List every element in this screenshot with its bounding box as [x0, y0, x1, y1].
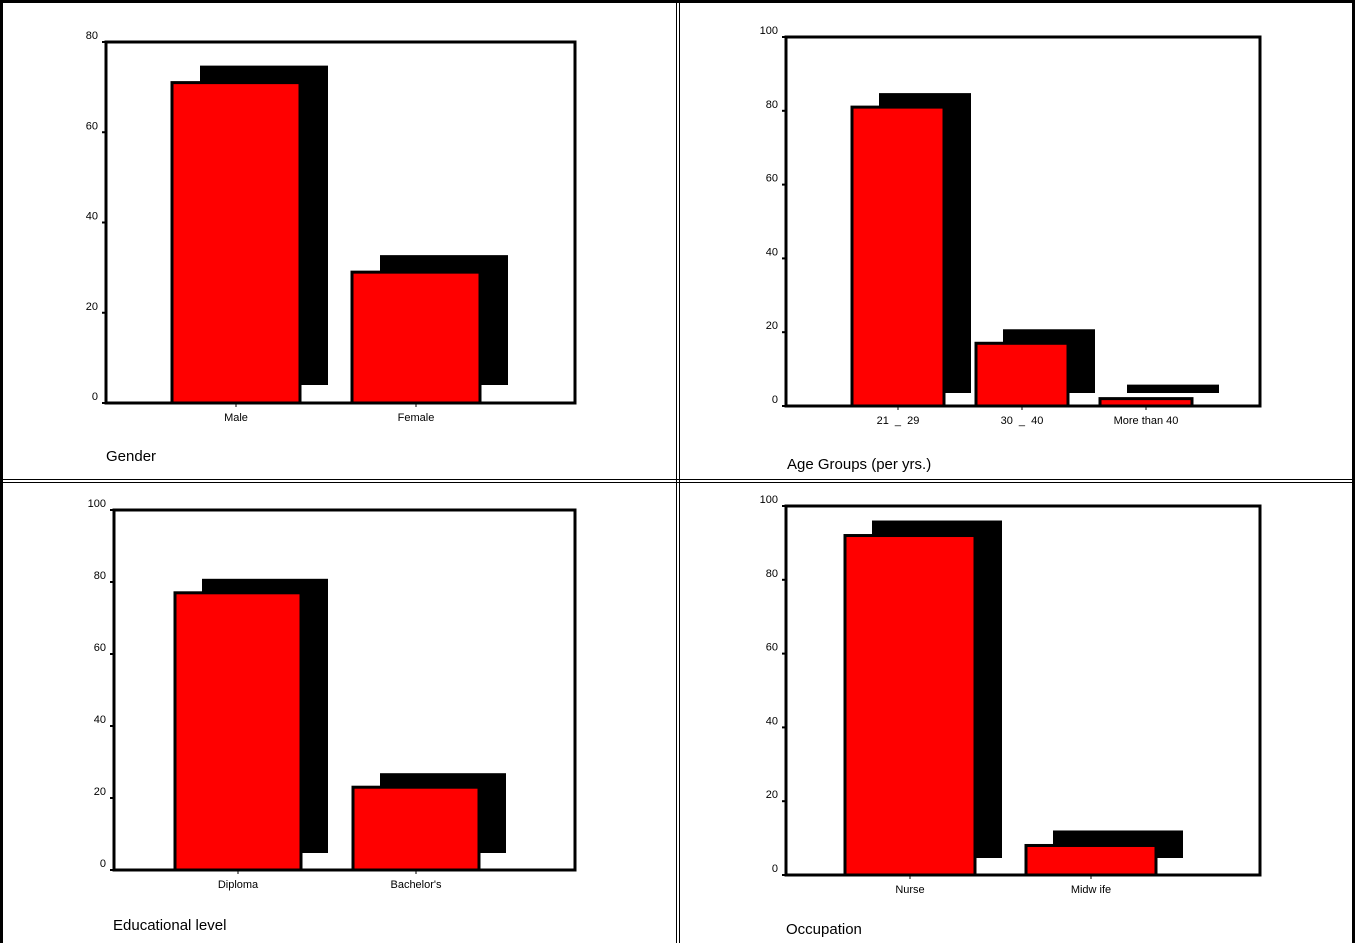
bar: [1024, 843, 1158, 877]
bar: [1098, 397, 1194, 408]
frame-divider-horizontal-a: [0, 479, 1355, 480]
category-label: Female: [398, 412, 435, 424]
y-tick-label: 40: [766, 246, 778, 258]
gender-chart-xlabel: Gender: [106, 448, 157, 465]
bar-shadow: [1127, 384, 1219, 393]
category-label: More than 40: [1114, 415, 1179, 427]
age-groups-chart-xlabel: Age Groups (per yrs.): [787, 456, 932, 473]
y-tick-label: 100: [88, 498, 106, 510]
frame-right: [1352, 0, 1355, 943]
y-tick-label: 40: [766, 715, 778, 727]
y-tick-label: 0: [92, 391, 98, 403]
y-tick-label: 60: [94, 642, 106, 654]
y-tick-label: 80: [86, 30, 98, 42]
gender-chart: 0 20 40 60 80 Male Female: [86, 30, 577, 424]
occupation-chart-xlabel: Occupation: [786, 921, 862, 938]
y-tick-label: 100: [760, 494, 778, 506]
y-tick-label: 80: [766, 99, 778, 111]
y-tick-label: 0: [100, 858, 106, 870]
category-label: Bachelor's: [390, 879, 442, 891]
age-groups-chart: 0 20 40 60 80 100 21 _ 29 30 _ 40 More than 40: [760, 25, 1262, 427]
frame-left: [0, 0, 3, 943]
y-tick-label: 0: [772, 863, 778, 875]
y-tick-label: 40: [86, 211, 98, 223]
bar: [850, 105, 946, 408]
frame-top: [0, 0, 1355, 3]
y-tick-label: 80: [766, 568, 778, 580]
y-tick-label: 20: [766, 789, 778, 801]
category-label: Diploma: [218, 879, 259, 891]
bar: [350, 270, 482, 405]
bar: [173, 591, 303, 872]
educational-level-chart: 0 20 40 60 80 100 Diploma Bachelor's: [88, 498, 577, 891]
y-tick-label: 60: [86, 120, 98, 132]
category-label: 21 _ 29: [877, 415, 920, 427]
category-label: Male: [224, 412, 248, 424]
educational-level-chart-xlabel: Educational level: [113, 917, 227, 934]
bar: [170, 81, 302, 405]
occupation-chart: 0 20 40 60 80 100 Nurse Midw ife: [760, 494, 1262, 896]
bar: [843, 534, 977, 877]
y-tick-label: 40: [94, 714, 106, 726]
bar: [351, 785, 481, 872]
y-tick-label: 20: [766, 320, 778, 332]
frame-divider-horizontal-b: [0, 482, 1355, 483]
y-tick-label: 60: [766, 642, 778, 654]
bar: [974, 341, 1070, 408]
y-tick-label: 20: [86, 301, 98, 313]
category-label: Midw ife: [1071, 884, 1111, 896]
category-label: 30 _ 40: [1001, 415, 1044, 427]
y-tick-label: 100: [760, 25, 778, 37]
y-tick-label: 20: [94, 786, 106, 798]
category-label: Nurse: [895, 884, 924, 896]
y-tick-label: 0: [772, 394, 778, 406]
y-tick-label: 60: [766, 173, 778, 185]
y-tick-label: 80: [94, 570, 106, 582]
frame-divider-vertical-a: [676, 0, 677, 943]
frame-divider-vertical-b: [679, 0, 680, 943]
